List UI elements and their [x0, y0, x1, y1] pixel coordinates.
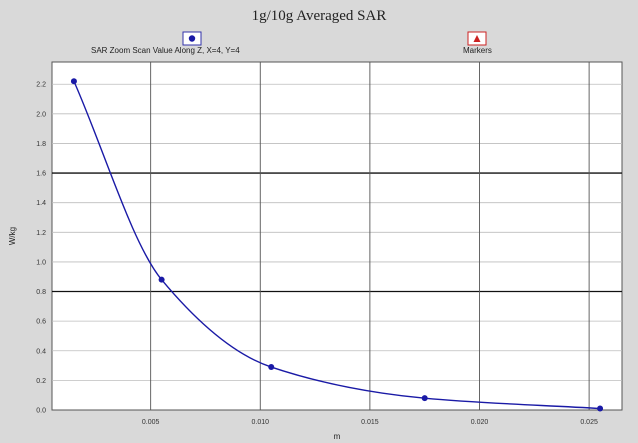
x-axis-label: m	[334, 432, 341, 441]
y-tick-label: 0.8	[36, 289, 46, 296]
legend-series-label: SAR Zoom Scan Value Along Z, X=4, Y=4	[91, 46, 240, 55]
legend-markers-label: Markers	[463, 46, 492, 55]
y-tick-label: 0.6	[36, 319, 46, 326]
x-tick-label: 0.005	[142, 419, 160, 426]
y-axis-label: W/kg	[8, 227, 17, 245]
y-tick-label: 1.0	[36, 259, 46, 266]
y-tick-label: 1.8	[36, 141, 46, 148]
plot-area	[51, 61, 623, 411]
x-tick-label: 0.020	[471, 419, 489, 426]
tick-labels: 0.0 0.2 0.4 0.6 0.8 1.0 1.2 1.4 1.6 1.8 2.0 2.2 0.00…	[36, 82, 598, 426]
grid	[52, 62, 622, 410]
x-tick-label: 0.010	[252, 419, 270, 426]
data-series	[70, 78, 604, 412]
legend-markers-triangle	[473, 35, 481, 42]
legend-series-marker	[188, 35, 196, 42]
y-tick-label: 0.4	[36, 348, 46, 355]
x-tick-label: 0.015	[361, 419, 379, 426]
y-tick-label: 1.2	[36, 230, 46, 237]
legend: SAR Zoom Scan Value Along Z, X=4, Y=4 Ma…	[91, 31, 492, 55]
data-point	[268, 364, 275, 371]
x-tick-label: 0.025	[580, 419, 598, 426]
data-point	[158, 276, 165, 283]
y-tick-label: 2.2	[36, 82, 46, 89]
y-tick-label: 0.2	[36, 378, 46, 385]
y-tick-label: 1.4	[36, 200, 46, 207]
data-point	[421, 395, 428, 402]
data-point	[597, 405, 604, 412]
y-tick-label: 2.0	[36, 111, 46, 118]
y-tick-label: 1.6	[36, 171, 46, 178]
y-tick-label: 0.0	[36, 408, 46, 415]
chart-title: 1g/10g Averaged SAR	[252, 8, 387, 24]
data-point	[70, 78, 77, 85]
